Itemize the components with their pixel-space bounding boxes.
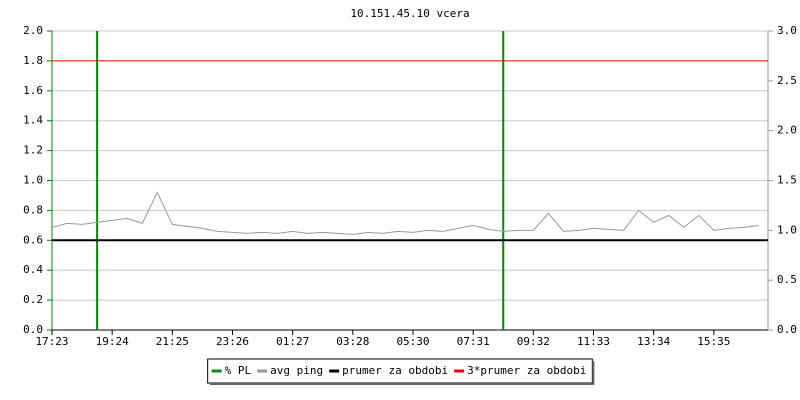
ping-line — [51, 191, 760, 235]
x-tick-label: 03:28 — [336, 335, 369, 348]
chart-title: 10.151.45.10 vcera — [350, 7, 469, 20]
x-tick-label: 11:33 — [577, 335, 610, 348]
y2-tick-label: 2.5 — [777, 74, 797, 87]
y2-tick-label: 0.0 — [777, 323, 797, 336]
legend-label: 3*prumer za obdobi — [467, 364, 586, 377]
legend: % PL avg ping prumer za obdobi 3*prumer za … — [207, 358, 595, 385]
legend-shadow — [592, 361, 595, 385]
x-tick-label: 15:35 — [697, 335, 730, 348]
y-tick-label: 0.4 — [23, 263, 43, 276]
y-tick-label: 1.0 — [23, 174, 43, 187]
y-tick-label: 0.6 — [23, 233, 43, 246]
y-tick-label: 0.0 — [23, 323, 43, 336]
y2-tick-label: 1.5 — [777, 174, 797, 187]
y-tick-label: 1.4 — [23, 114, 43, 127]
y2-tick-label: 1.0 — [777, 223, 797, 236]
legend-label: prumer za obdobi — [342, 364, 448, 377]
y-tick-label: 1.2 — [23, 144, 43, 157]
y2-tick-label: 2.0 — [777, 124, 797, 137]
x-tick-label: 01:27 — [276, 335, 309, 348]
legend-label: % PL — [225, 364, 252, 377]
x-tick-label: 19:24 — [96, 335, 129, 348]
legend-shadow — [209, 383, 595, 385]
x-tick-label: 07:31 — [457, 335, 490, 348]
x-tick-label: 21:25 — [156, 335, 189, 348]
x-tick-label: 23:26 — [216, 335, 249, 348]
y2-tick-label: 0.5 — [777, 273, 797, 286]
y-tick-label: 0.8 — [23, 203, 43, 216]
y-tick-label: 0.2 — [23, 293, 43, 306]
y-tick-label: 2.0 — [23, 24, 43, 37]
x-tick-label: 17:23 — [35, 335, 68, 348]
x-tick-label: 09:32 — [517, 335, 550, 348]
y-tick-label: 1.8 — [23, 54, 43, 67]
legend-label: avg ping — [270, 364, 323, 377]
x-tick-label: 05:30 — [396, 335, 429, 348]
y-tick-label: 1.6 — [23, 84, 43, 97]
legend-box — [207, 358, 593, 384]
x-tick-label: 13:34 — [637, 335, 670, 348]
y2-tick-label: 3.0 — [777, 24, 797, 37]
